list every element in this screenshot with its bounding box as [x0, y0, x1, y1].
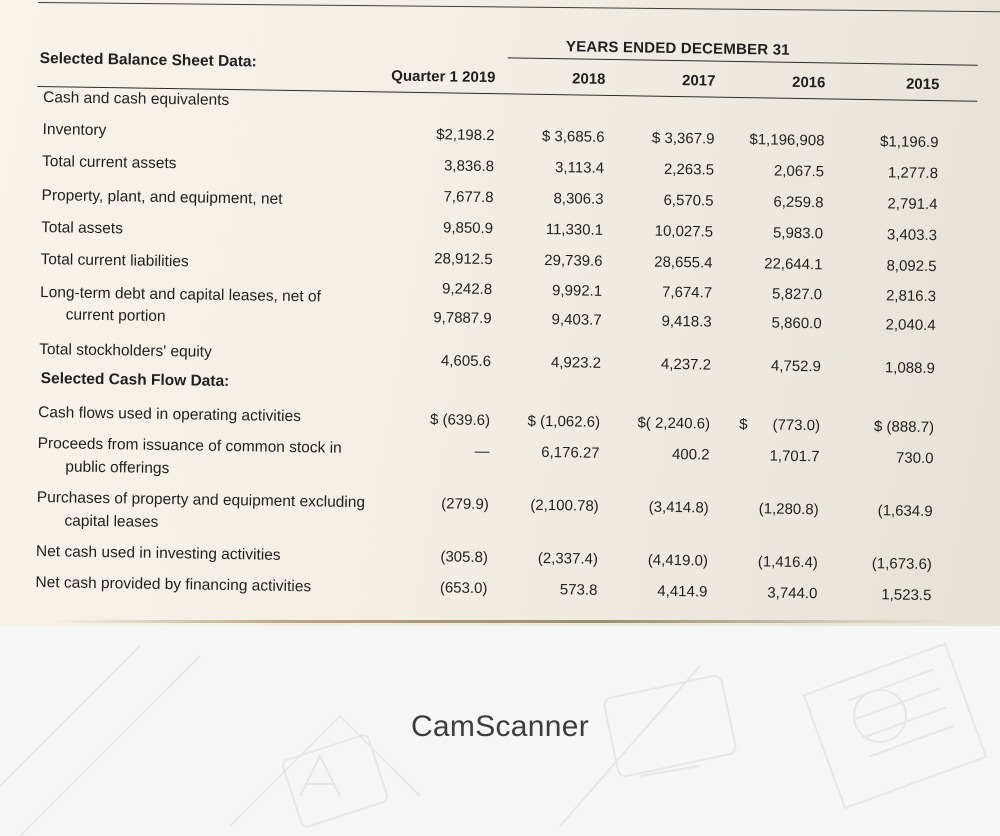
table-row: (279.9) (2,100.78) (3,414.8) (1,280.8) (…: [0, 488, 993, 544]
bottom-border-line: [0, 620, 1000, 623]
table-cell: 730.0: [895, 449, 934, 468]
table-cell: 3,836.8: [443, 157, 495, 176]
table-cell: 4,605.6: [440, 352, 492, 371]
table-cell: 7,677.8: [443, 188, 494, 207]
table-cell: 28,912.5: [434, 250, 493, 269]
column-header-q1-2019: Quarter 1 2019: [391, 67, 496, 87]
table-cell: $1,196,908: [749, 131, 825, 150]
balance-sheet-section-title: Selected Balance Sheet Data:: [39, 49, 257, 71]
column-header-2017: 2017: [681, 72, 716, 90]
table-cell: $1,196.9: [879, 133, 939, 152]
financial-table: YEARS ENDED DECEMBER 31 Quarter 1 2019 2…: [0, 38, 993, 605]
table-cell: $ (888.7): [873, 418, 935, 437]
table-cell: 5,983.0: [772, 224, 824, 243]
column-header-2018: 2018: [571, 70, 606, 88]
table-cell: 4,752.9: [770, 357, 822, 376]
table-cell: (1,634.9: [877, 502, 933, 521]
watermark-pattern-icon: [0, 642, 988, 836]
table-cell: 28,655.4: [654, 253, 713, 272]
table-cell: 4,237.2: [660, 355, 712, 374]
table-cell: 6,570.5: [663, 191, 714, 210]
table-cell: (3,414.8): [648, 498, 709, 517]
table-cell: 29,739.6: [544, 251, 603, 270]
table-cell: (305.8): [440, 548, 489, 567]
table-cell: 5,860.0: [771, 314, 822, 333]
years-ended-heading: YEARS ENDED DECEMBER 31: [565, 38, 790, 59]
table-cell: $ 3,685.6: [541, 127, 605, 146]
table-cell: 22,644.1: [764, 255, 823, 274]
table-cell: $ (773.0): [739, 416, 821, 435]
years-heading-rule: [507, 57, 978, 66]
table-cell: 2,040.4: [885, 316, 936, 335]
table-cell: 2,791.4: [887, 195, 938, 214]
table-cell: 3,113.4: [554, 159, 605, 177]
table-cell: 8,306.3: [553, 190, 604, 208]
table-cell: (653.0): [439, 579, 488, 598]
table-cell: 1,523.5: [881, 586, 932, 605]
table-cell: $2,198.2: [436, 126, 495, 145]
table-cell: 5,827.0: [771, 285, 823, 304]
table-cell: 9,403.7: [551, 311, 602, 329]
table-cell: $ 3,367.9: [651, 129, 715, 148]
table-cell: 1,277.8: [887, 164, 939, 183]
table-cell: 573.8: [559, 581, 598, 599]
table-cell: 10,027.5: [654, 222, 714, 241]
table-cell: (4,419.0): [647, 551, 709, 570]
table-cell: 9,242.8: [441, 280, 493, 299]
scanner-footer: CamScanner: [0, 626, 1000, 836]
table-cell: 3,403.3: [886, 226, 938, 245]
table-cell: 11,330.1: [545, 220, 604, 239]
row-label-cash: Cash and cash equivalents: [42, 89, 230, 109]
table-cell: 400.2: [671, 445, 710, 464]
table-cell: 9,850.9: [442, 219, 494, 238]
table-cell: —: [474, 442, 490, 461]
table-cell: (1,416.4): [757, 553, 819, 572]
table-cell: 4,414.9: [657, 582, 708, 601]
table-cell: 8,092.5: [886, 257, 937, 276]
table-cell: 4,923.2: [550, 354, 602, 372]
column-header-2015: 2015: [905, 75, 940, 94]
table-cell: 2,263.5: [663, 160, 715, 179]
table-cell: 9,7887.9: [433, 309, 492, 328]
table-cell: (1,673.6): [871, 555, 933, 574]
table-cell: 1,701.7: [769, 447, 820, 466]
table-cell: 6,259.8: [773, 193, 824, 212]
table-cell: (279.9): [441, 495, 489, 514]
table-cell: 9,418.3: [661, 312, 712, 331]
table-cell: $ (639.6): [429, 411, 491, 430]
table-cell: 2,067.5: [773, 162, 825, 181]
table-cell: 9,992.1: [551, 282, 603, 300]
table-cell: 7,674.7: [661, 283, 713, 302]
table-cell: 1,088.9: [884, 359, 936, 378]
table-cell: (1,280.8): [758, 500, 819, 519]
column-header-2016: 2016: [791, 73, 826, 92]
table-cell: $( 2,240.6): [637, 414, 711, 433]
table-cell: 3,744.0: [767, 584, 818, 603]
table-cell: (2,337.4): [537, 549, 599, 568]
scanned-page: YEARS ENDED DECEMBER 31 Quarter 1 2019 2…: [0, 0, 1000, 626]
table-cell: (2,100.78): [530, 496, 599, 515]
table-cell: 6,176.27: [541, 443, 600, 462]
camscanner-brand-label: CamScanner: [410, 710, 590, 743]
table-cell: $ (1,062.6): [527, 412, 601, 431]
table-cell: 2,816.3: [885, 287, 937, 306]
